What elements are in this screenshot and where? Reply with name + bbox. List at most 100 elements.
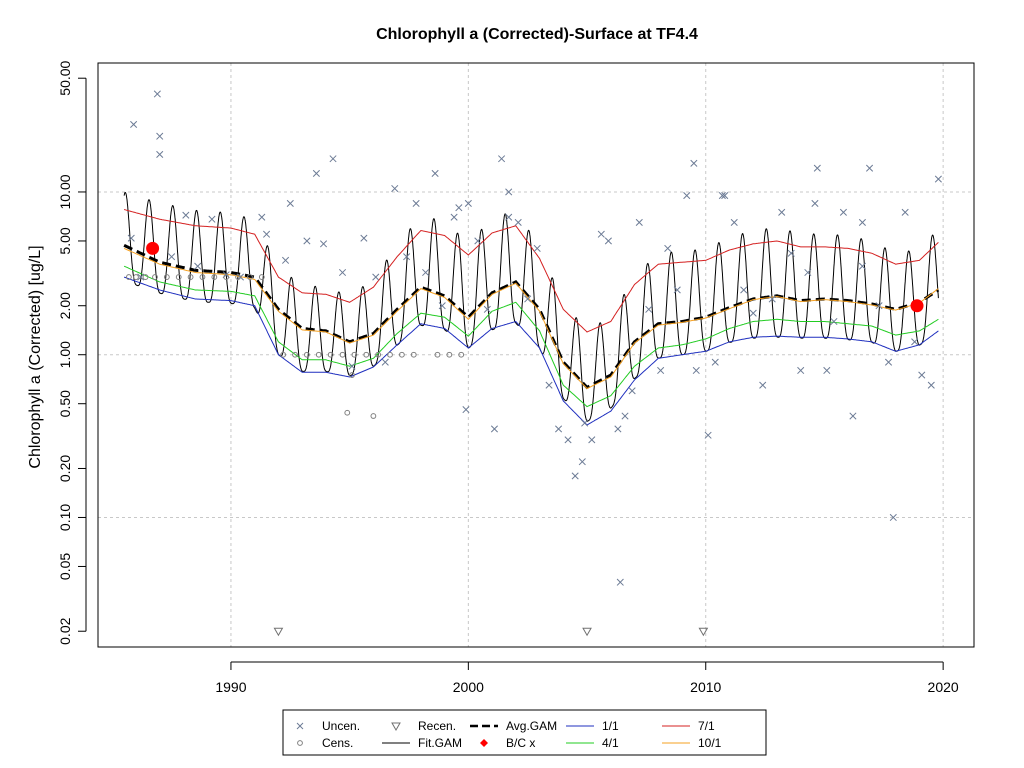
uncensored-point — [704, 431, 712, 439]
grid-lines — [98, 63, 974, 647]
y-tick-label: 2.00 — [57, 292, 73, 319]
uncensored-point — [597, 230, 605, 238]
legend-item: 10/1 — [662, 736, 722, 750]
uncensored-point — [787, 249, 795, 257]
y-tick-label: 0.05 — [57, 553, 73, 580]
uncensored-point — [303, 237, 311, 245]
uncensored-point — [830, 317, 838, 326]
uncensored-point — [505, 213, 513, 221]
uncensored-point — [156, 150, 164, 159]
plot-frame — [97, 62, 975, 648]
uncensored-point — [564, 436, 572, 444]
uncensored-point — [645, 305, 653, 313]
uncensored-point — [839, 208, 847, 216]
uncensored-point — [505, 188, 513, 196]
uncensored-point — [483, 305, 491, 313]
uncensored-point — [614, 425, 622, 433]
y-tick-label: 0.50 — [57, 390, 73, 417]
censored-point — [223, 274, 230, 280]
uncensored-point — [657, 366, 665, 375]
censored-point — [349, 372, 355, 378]
uncensored-point — [533, 244, 541, 252]
uncensored-point — [804, 268, 812, 277]
recensored-point — [273, 627, 284, 637]
censored-point — [142, 274, 149, 280]
uncensored-point — [730, 218, 738, 226]
uncensored-point — [635, 218, 643, 226]
uncensored-point — [514, 218, 522, 226]
uncensored-point — [360, 234, 368, 242]
uncensored-point — [875, 302, 883, 310]
legend-item: 1/1 — [566, 719, 619, 733]
uncensored-point — [628, 387, 636, 395]
uncensored-point — [137, 273, 145, 281]
uncensored-point — [262, 230, 271, 238]
uncensored-point — [319, 240, 328, 248]
axes: 1990 2000 2010 2020 0.02 0.05 0.10 0.20 0.50 1.00… — [57, 60, 959, 695]
uncensored-point — [711, 358, 719, 366]
uncensored-point — [464, 199, 472, 208]
uncensored-point — [740, 286, 748, 294]
x-tick-label: 1990 — [215, 679, 246, 695]
legend-item: Recen. — [391, 719, 456, 733]
uncensored-point — [571, 472, 579, 480]
censored-point — [152, 274, 158, 280]
uncensored-point — [621, 412, 629, 420]
uncensored-point — [884, 358, 893, 366]
uncensored-point — [759, 381, 767, 389]
uncensored-point — [604, 237, 612, 245]
uncensored-point — [545, 381, 553, 389]
uncensored-point — [683, 192, 691, 200]
censored-point — [398, 351, 405, 358]
uncensored-point — [690, 159, 698, 167]
y-tick-label: 10.00 — [57, 174, 73, 209]
legend-label: 4/1 — [602, 736, 619, 750]
uncensored-point — [348, 362, 356, 370]
uncensored-point — [823, 366, 831, 375]
plot-data — [123, 90, 942, 637]
legend-box — [282, 709, 767, 756]
uncensored-point — [422, 268, 430, 277]
uncensored-point — [578, 458, 586, 466]
uncensored-point — [153, 90, 161, 98]
uncensored-point — [130, 120, 138, 128]
uncensored-point — [403, 253, 411, 261]
legend-item: 7/1 — [662, 719, 715, 733]
uncensored-point — [329, 155, 337, 163]
uncensored-point — [450, 213, 458, 221]
legend: Uncen. Recen. Avg.GAM 1/1 7/1 Cens. Fit.GAM B/C… — [282, 709, 767, 756]
uncensored-point — [168, 253, 176, 261]
y-tick-label: 5.00 — [57, 227, 73, 254]
censored-point — [199, 274, 206, 280]
censored-point — [327, 351, 334, 358]
legend-label: 10/1 — [698, 736, 722, 750]
uncensored-point — [286, 199, 294, 208]
recensored-point — [582, 627, 592, 637]
chart-title: Chlorophyll a (Corrected)-Surface at TF4… — [376, 26, 698, 43]
series-line-4-1 — [123, 265, 939, 408]
uncensored-point — [156, 132, 164, 140]
uncensored-point — [927, 381, 935, 389]
censored-point — [133, 274, 139, 280]
series-line-avg-gam — [123, 243, 940, 390]
legend-item: B/C x — [480, 736, 535, 750]
legend-label: Fit.GAM — [418, 736, 462, 750]
fit-gam-line — [123, 192, 939, 422]
y-tick-label: 50.00 — [57, 60, 73, 95]
legend-item: Uncen. — [296, 719, 360, 733]
uncensored-point — [889, 513, 897, 522]
legend-label: Uncen. — [322, 719, 360, 733]
x-tick-label: 2020 — [928, 679, 959, 695]
censored-point — [446, 351, 453, 358]
legend-item: 4/1 — [566, 736, 619, 750]
uncensored-point — [778, 208, 786, 216]
y-tick-label: 0.20 — [57, 455, 73, 482]
uncensored-point — [797, 366, 805, 375]
uncensored-point — [588, 436, 596, 444]
censored-point — [258, 274, 265, 280]
censored-point — [458, 351, 465, 358]
uncensored-point — [281, 256, 290, 264]
uncensored-point — [865, 164, 874, 172]
uncensored-point — [849, 412, 857, 420]
